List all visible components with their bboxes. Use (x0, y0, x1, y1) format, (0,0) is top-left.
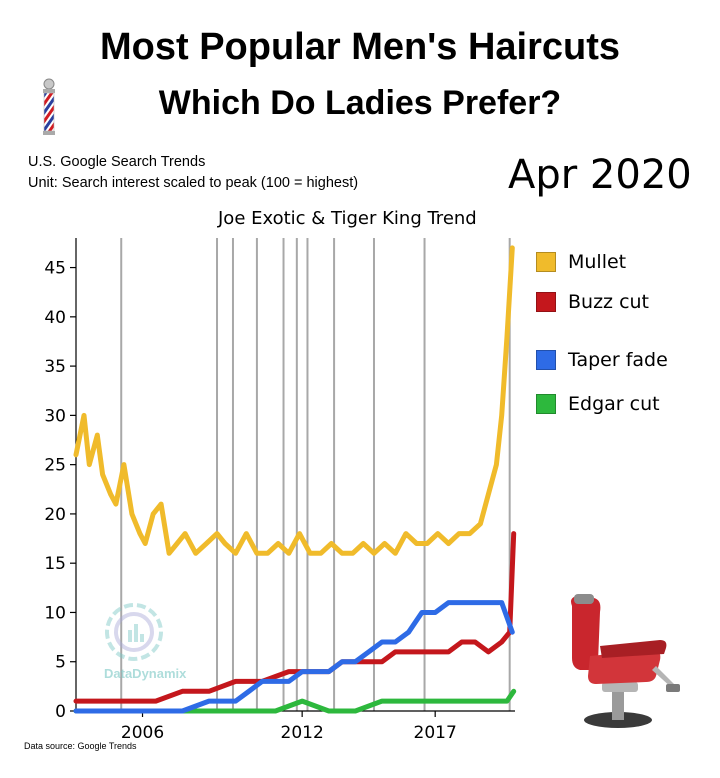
legend-swatch (536, 350, 556, 370)
y-tick-label: 30 (44, 406, 66, 426)
data-source-note: Data source: Google Trends (24, 741, 137, 751)
y-tick-label: 20 (44, 505, 66, 525)
series-line-mullet (73, 245, 515, 556)
subtitle-source-line: U.S. Google Search Trends (28, 154, 206, 170)
legend-swatch (536, 292, 556, 312)
legend-label: Mullet (568, 251, 627, 273)
legend-item-buzz-cut: Buzz cut (536, 290, 649, 314)
chart-title-line1: Most Popular Men's Haircuts (99, 26, 620, 68)
x-tick-label: 2012 (281, 723, 324, 743)
subtitle-unit-line: Unit: Search interest scaled to peak (10… (28, 175, 359, 191)
legend-swatch (536, 394, 556, 414)
series-line-taper-fade (73, 600, 515, 714)
watermark-logo-icon (105, 603, 163, 661)
series-line-buzz-cut (73, 531, 517, 704)
y-tick-label: 15 (44, 554, 66, 574)
event-note: Joe Exotic & Tiger King Trend (218, 208, 477, 229)
barber-chair-icon (571, 594, 680, 728)
watermark-text: DataDynamix (104, 666, 187, 681)
legend-item-edgar-cut: Edgar cut (536, 392, 660, 416)
legend-item-mullet: Mullet (536, 250, 626, 274)
legend-swatch (536, 252, 556, 272)
chart-title-line2: Which Do Ladies Prefer? (158, 84, 562, 122)
current-date-label: Apr 2020 (508, 152, 692, 198)
legend-label: Edgar cut (568, 393, 660, 415)
legend-label: Taper fade (568, 349, 668, 371)
x-tick-label: 2017 (414, 723, 457, 743)
y-tick-label: 25 (44, 456, 66, 476)
legend-label: Buzz cut (568, 291, 650, 313)
y-tick-label: 35 (44, 357, 66, 377)
y-tick-label: 10 (44, 603, 66, 623)
y-tick-label: 5 (55, 653, 66, 673)
y-tick-label: 45 (44, 259, 66, 279)
y-tick-label: 40 (44, 308, 66, 328)
barber-pole-icon (43, 78, 55, 135)
legend-item-taper-fade: Taper fade (536, 348, 668, 372)
x-tick-label: 2006 (121, 723, 164, 743)
y-tick-label: 0 (55, 702, 66, 722)
